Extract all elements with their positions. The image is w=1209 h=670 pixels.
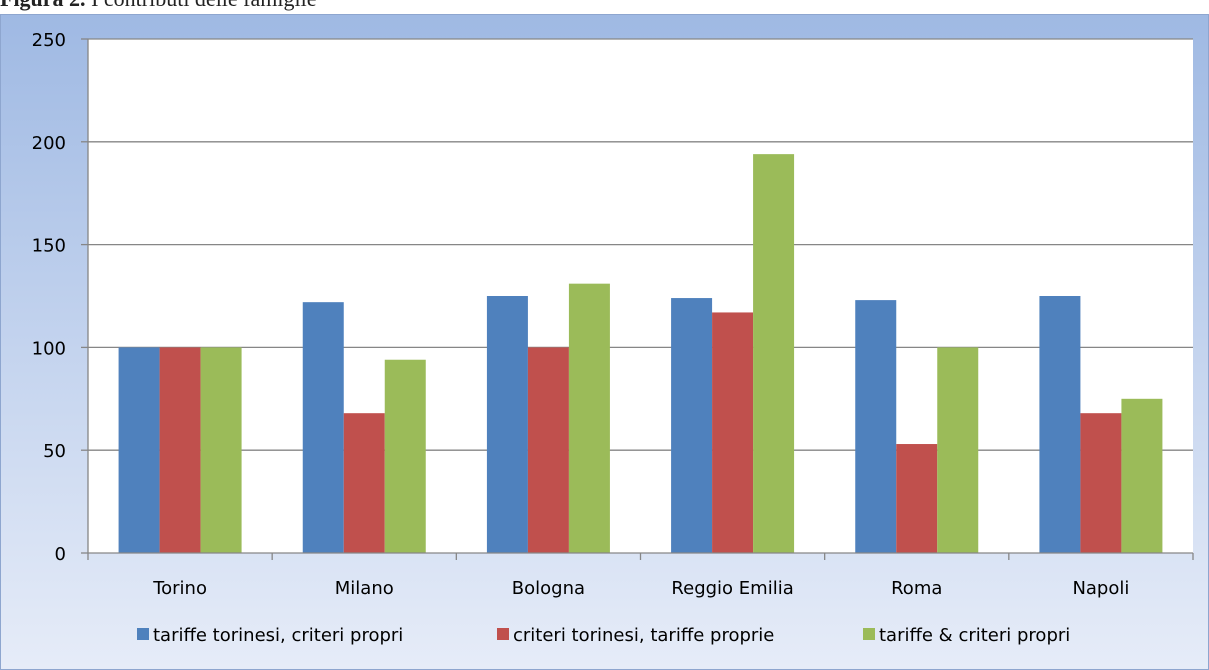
legend: tariffe torinesi, criteri propri criteri …: [137, 625, 1070, 646]
bar: [753, 154, 795, 554]
x-category-label: Roma: [891, 578, 942, 599]
legend-swatch: [497, 628, 509, 640]
bar: [855, 300, 897, 553]
bar: [159, 347, 201, 553]
bar: [712, 312, 754, 553]
bar: [200, 347, 242, 553]
x-category-label: Torino: [152, 578, 207, 599]
y-tick-label: 0: [55, 544, 66, 565]
bar: [118, 347, 160, 553]
bar: [384, 359, 426, 553]
x-category-label: Reggio Emilia: [671, 578, 793, 599]
legend-swatch: [137, 628, 149, 640]
legend-label: criteri torinesi, tariffe proprie: [513, 625, 774, 646]
bar: [937, 347, 979, 553]
bar: [302, 302, 344, 553]
bar: [671, 298, 713, 553]
x-category-label: Napoli: [1072, 578, 1129, 599]
bar: [568, 283, 610, 553]
legend-swatch: [863, 628, 875, 640]
gridlines: [88, 38, 1193, 451]
bar: [486, 296, 528, 553]
y-tick-label: 200: [32, 133, 66, 154]
bars: [118, 154, 1163, 554]
bar: [896, 444, 938, 553]
figure-title: I contributi delle famiglie: [91, 0, 316, 11]
y-tick-label: 150: [32, 236, 66, 257]
y-tick-labels: 0 50 100 150 200 250: [32, 30, 66, 565]
y-tick-label: 250: [32, 30, 66, 51]
bar: [1080, 413, 1122, 553]
axes: [81, 38, 1194, 560]
bar: [1039, 296, 1081, 553]
legend-label: tariffe torinesi, criteri propri: [153, 625, 403, 646]
figure-label: Figura 2.: [0, 0, 86, 11]
figure-caption: Figura 2. I contributi delle famiglie: [0, 0, 317, 16]
y-tick-label: 50: [43, 441, 66, 462]
x-category-label: Milano: [335, 578, 394, 599]
y-tick-label: 100: [32, 338, 66, 359]
x-category-labels: Torino Milano Bologna Reggio Emilia Roma Napo…: [152, 578, 1129, 599]
bar: [1121, 398, 1163, 553]
x-category-label: Bologna: [512, 578, 585, 599]
bar: [527, 347, 569, 553]
plot-area: [88, 39, 1193, 553]
bar: [343, 413, 385, 553]
legend-label: tariffe & criteri propri: [879, 625, 1070, 646]
